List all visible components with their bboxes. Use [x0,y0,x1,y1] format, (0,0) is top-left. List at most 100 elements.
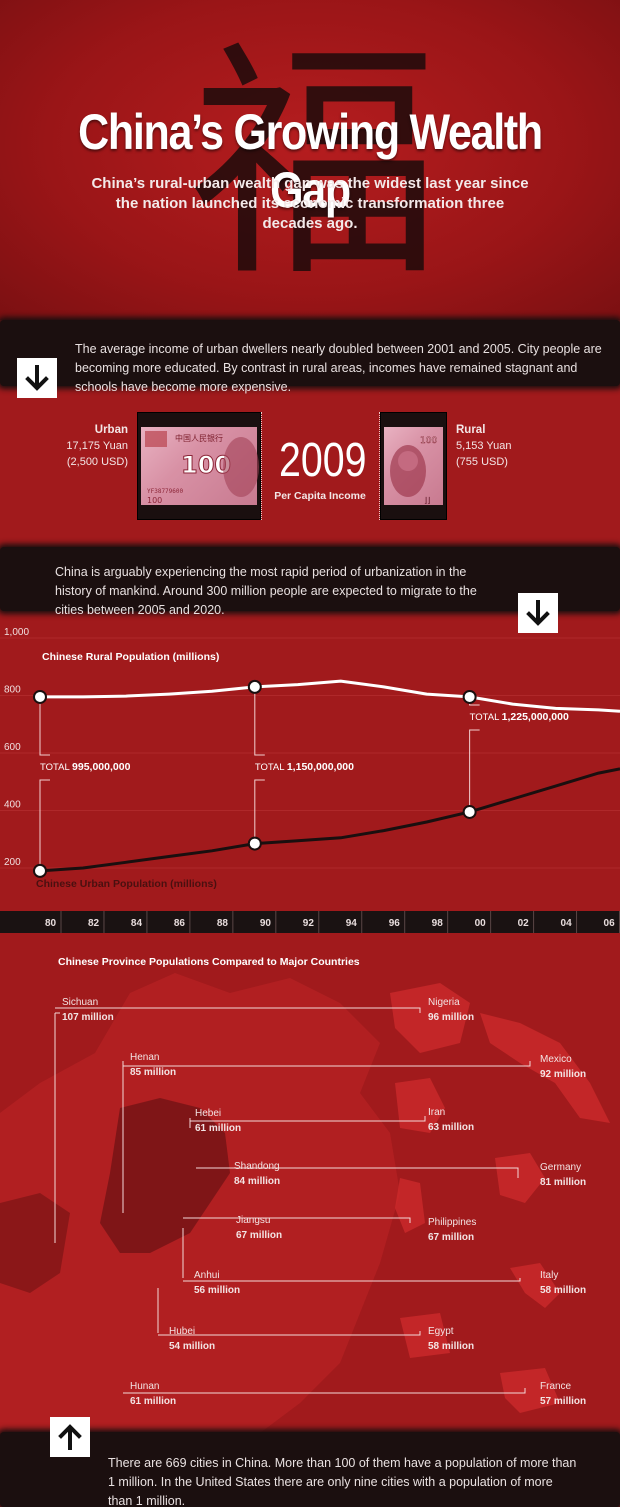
province-value: 56 million [194,1285,241,1296]
x-tick-label: 80 [45,918,57,929]
nigeria-shape [390,983,470,1053]
france-shape [500,1368,560,1413]
dotted-guide [261,412,262,520]
page-subtitle: China’s rural-urban wealth gap was the w… [91,175,529,232]
province-hubei: Hubei 54 million [169,1324,215,1354]
annotation-leader [39,696,50,756]
header: 福 China’s Growing Wealth Gap China’s rur… [0,0,620,320]
banknote-face: 中国人民银行 100 YF38779600 100 [141,427,259,505]
svg-text:100: 100 [420,436,437,446]
population-line-chart: 1,000 800 600 400 200 80 82 84 86 88 90 92 94 96 98 00 0… [0,620,620,950]
arrow-up-icon [50,1417,90,1457]
province-name: Jiangsu [236,1215,271,1226]
country-name: Italy [540,1270,559,1281]
rural-label: Rural [456,424,486,436]
country-germany: Germany 81 million [540,1160,586,1190]
chart-svg: 1,000 800 600 400 200 80 82 84 86 88 90 92 94 96 98 00 0… [0,627,620,933]
country-name: Iran [428,1107,446,1118]
x-tick-label: 00 [475,918,487,929]
mexico-shape [480,1013,610,1123]
country-value: 92 million [540,1069,587,1080]
rural-marker [462,689,477,704]
y-tick-label: 600 [4,742,21,753]
annotation-prefix: TOTAL [255,762,287,773]
x-axis-band [0,911,620,933]
income-section: Urban 17,175 Yuan (2,500 USD) 中国人民银行 100… [0,386,620,547]
y-tick-label: 1,000 [4,627,29,638]
country-france: France 57 million [540,1379,586,1409]
province-name: Hubei [169,1326,196,1337]
svg-text:中国人民银行: 中国人民银行 [175,433,223,443]
rural-income-label: Rural 5,153 Yuan (755 USD) [456,422,556,470]
province-value: 84 million [234,1176,281,1187]
province-hunan: Hunan 61 million [130,1379,176,1409]
urban-marker [33,863,47,878]
country-name: Germany [540,1162,582,1173]
y-tick-label: 400 [4,800,21,811]
province-value: 61 million [195,1123,242,1134]
map-title: Chinese Province Populations Compared to… [58,956,360,968]
urbanization-stripe [0,547,620,611]
svg-text:100: 100 [181,451,231,479]
urbanization-text: China is arguably experiencing the most … [55,565,477,617]
x-tick-label: 96 [389,918,401,929]
annotation-value: 1,225,000,000 [502,711,569,723]
x-tick-label: 92 [303,918,315,929]
country-value: 67 million [428,1232,475,1243]
country-iran: Iran 63 million [428,1105,474,1135]
country-value: 58 million [428,1341,475,1352]
italy-shape [510,1263,560,1308]
annotation-total-label: TOTAL 995,000,000 [40,761,131,773]
urban-yuan: 17,175 Yuan [66,440,128,452]
province-henan: Henan 85 million [130,1050,176,1080]
intro-stripe [0,320,620,386]
per-capita-caption: Per Capita Income [274,490,366,502]
annotation-leader [254,686,265,756]
x-tick-label: 84 [131,918,143,929]
fu-character-graphic: 福 [190,19,440,310]
country-value: 63 million [428,1122,475,1133]
urban-usd: (2,500 USD) [66,456,128,468]
intro-text: The average income of urban dwellers nea… [75,342,602,394]
y-tick-label: 800 [4,685,21,696]
y-tick-label: 200 [4,857,21,868]
annotation-prefix: TOTAL [40,762,72,773]
country-philippines: Philippines 67 million [428,1215,476,1245]
annotation-value: 1,150,000,000 [287,761,354,773]
x-tick-label: 90 [260,918,272,929]
iran-shape [395,1078,445,1133]
rural-population-line [40,679,620,713]
province-shandong: Shandong 84 million [234,1159,280,1189]
urban-series-label: Chinese Urban Population (millions) [36,878,217,890]
province-country-map: Chinese Province Populations Compared to… [0,933,620,1433]
rural-series-label: Chinese Rural Population (millions) [42,651,219,663]
x-tick-label: 86 [174,918,186,929]
country-egypt: Egypt 58 million [428,1324,474,1354]
banknote-face: 100 ⌋⌋ [384,427,443,505]
x-tick-label: 98 [432,918,444,929]
urban-income-label: Urban 17,175 Yuan (2,500 USD) [40,422,128,470]
province-name: Henan [130,1052,160,1063]
province-name: Hebei [195,1108,222,1119]
x-tick-label: 88 [217,918,229,929]
urban-marker [462,804,477,819]
annotation-leader [39,779,50,871]
svg-text:100: 100 [147,496,162,505]
country-nigeria: Nigeria 96 million [428,995,474,1025]
country-italy: Italy 58 million [540,1268,586,1298]
province-cluster [100,1098,230,1253]
province-value: 85 million [130,1067,177,1078]
rural-marker [33,689,47,704]
annotation-total-label: TOTAL 1,225,000,000 [470,711,569,723]
country-name: Egypt [428,1326,454,1337]
urban-label: Urban [94,424,128,436]
west-region [0,1193,70,1293]
dotted-guide [379,412,380,520]
country-value: 81 million [540,1177,587,1188]
year-label: 2009 [279,434,367,487]
province-name: Anhui [194,1270,220,1281]
urban-marker [247,836,262,851]
province-anhui: Anhui 56 million [194,1268,240,1298]
arrow-down-icon [518,593,558,633]
germany-shape [495,1153,545,1203]
